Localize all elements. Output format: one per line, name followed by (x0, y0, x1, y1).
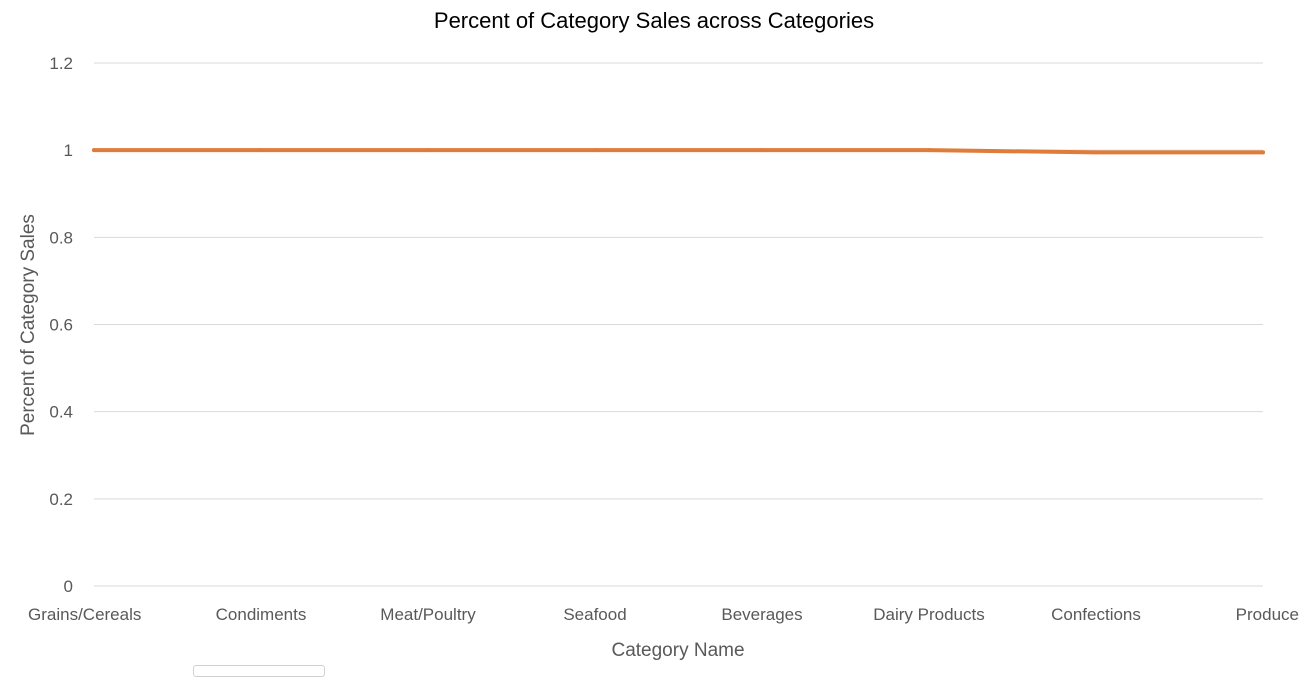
x-tick-label: Dairy Products (873, 605, 984, 624)
series-layer (92, 148, 1265, 155)
y-tick-label: 1.2 (49, 54, 73, 73)
data-point (92, 148, 96, 153)
y-axis-ticks: 0 0.2 0.4 0.6 0.8 1 1.2 (49, 54, 73, 596)
x-tick-label: Meat/Poultry (380, 605, 476, 624)
data-point (760, 148, 764, 153)
x-tick-label: Produce (1236, 605, 1299, 624)
x-tick-label: Beverages (721, 605, 802, 624)
x-tick-label: Grains/Cereals (28, 605, 141, 624)
y-tick-label: 0.2 (49, 490, 73, 509)
y-tick-label: 0.4 (49, 403, 73, 422)
x-tick-label: Seafood (563, 605, 626, 624)
sheet-tab[interactable] (193, 665, 325, 677)
y-tick-label: 0.6 (49, 316, 73, 335)
data-point (593, 148, 597, 153)
data-point (927, 148, 931, 153)
data-point (426, 148, 430, 153)
series-line (92, 148, 1265, 155)
x-tick-label: Condiments (216, 605, 307, 624)
gridlines (94, 62, 1263, 587)
data-point (1094, 150, 1098, 155)
x-axis-ticks: Grains/Cereals Condiments Meat/Poultry Seaf… (28, 605, 1299, 624)
data-point (259, 148, 263, 153)
data-point (1261, 150, 1265, 155)
y-tick-label: 0.8 (49, 228, 73, 247)
x-axis-label: Category Name (611, 640, 744, 661)
chart-title: Percent of Category Sales across Categor… (434, 8, 874, 33)
y-axis-label: Percent of Category Sales (18, 214, 39, 436)
y-tick-label: 1 (64, 141, 73, 160)
y-tick-label: 0 (64, 577, 73, 596)
x-tick-label: Confections (1051, 605, 1141, 624)
